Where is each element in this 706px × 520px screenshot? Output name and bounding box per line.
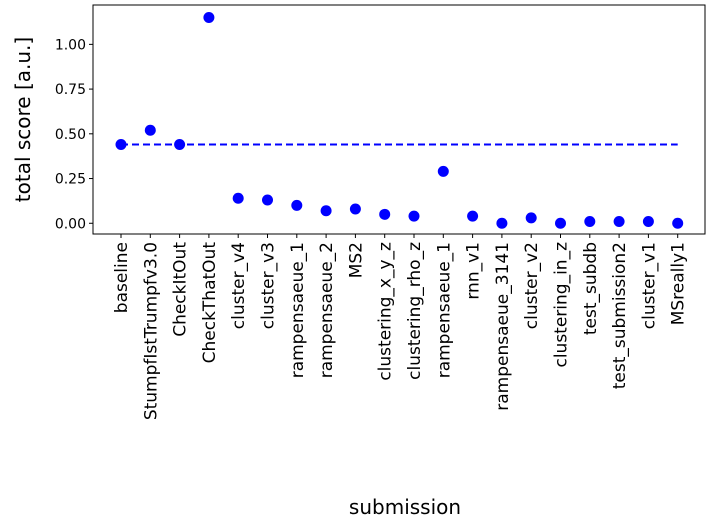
data-point [555,217,566,229]
data-point [349,203,361,215]
x-tick-label: test_submission2 [610,242,630,389]
x-tick-label: rnn_v1 [464,242,484,300]
x-tick-label: cluster_v3 [259,242,279,329]
y-tick-label: 0.25 [55,172,86,188]
x-tick-label: CheckThatOut [200,242,220,364]
x-tick-label: baseline [112,242,132,313]
data-point [262,194,273,206]
x-tick-label: clustering_x_y_z [376,242,396,381]
x-tick-label: cluster_v2 [522,242,542,329]
data-point [672,217,684,229]
data-point [144,124,156,136]
y-tick-label: 0.75 [55,82,86,98]
y-axis-ticks: 0.00 0.25 0.50 0.75 1.00 [55,37,93,232]
data-point [613,215,625,227]
data-point [496,217,508,229]
data-point [584,215,596,227]
x-tick-label: rampensaeue_1 [434,242,454,378]
x-tick-label: cluster_v4 [229,242,249,329]
data-point [291,199,303,211]
x-tick-label: cluster_v1 [639,242,659,329]
x-axis-label: submission [349,495,461,519]
data-point [525,212,537,224]
plot-area [115,12,684,229]
x-tick-label: rampensaeue_3141 [493,242,513,411]
data-point [379,208,391,220]
x-tick-label: MS2 [346,242,366,278]
data-point [203,12,215,24]
data-point [232,192,244,204]
data-point [174,139,186,151]
data-point [408,210,420,222]
x-tick-label: clustering_in_z [552,242,572,368]
x-tick-label: MSreally1 [669,242,689,325]
x-tick-label: test_subdb [581,242,601,335]
y-tick-label: 0.50 [55,127,86,143]
x-axis-ticks: baseline StumpfIstTrumpfv3.0 CheckItOut Che… [112,234,689,420]
x-tick-label: clustering_rho_z [405,242,425,380]
y-tick-label: 1.00 [55,37,86,53]
data-point [437,165,449,177]
data-point [115,139,127,151]
y-tick-label: 0.00 [55,216,86,232]
y-axis-label: total score [a.u.] [11,37,35,202]
x-tick-label: rampensaeue_2 [317,242,337,378]
x-tick-label: CheckItOut [171,242,191,337]
data-point [467,210,479,222]
data-point [642,215,654,227]
x-tick-label: StumpfIstTrumpfv3.0 [141,242,161,420]
data-point [320,205,332,217]
axes-frame [92,4,706,235]
x-tick-label: rampensaeue_1 [288,242,308,378]
